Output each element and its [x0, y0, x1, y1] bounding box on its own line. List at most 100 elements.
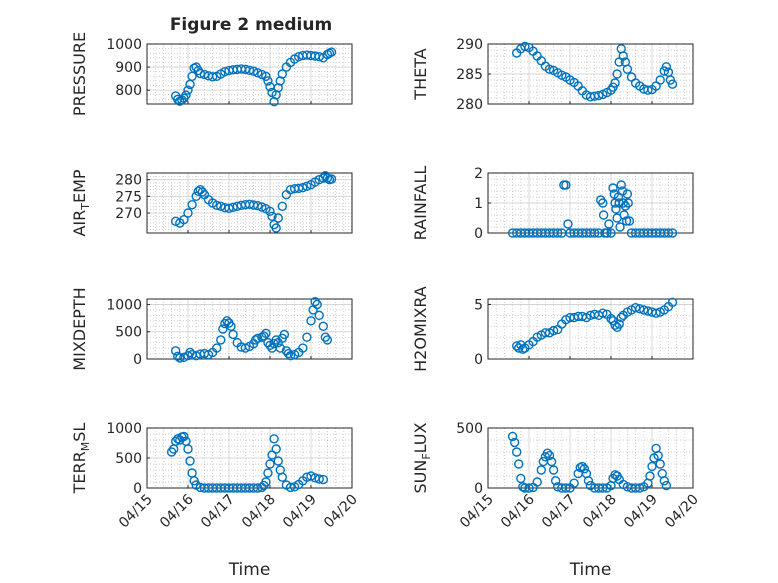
data-point	[598, 308, 608, 318]
data-point	[240, 343, 251, 353]
data-point	[298, 343, 308, 353]
data-point	[271, 223, 281, 233]
data-point	[170, 436, 181, 446]
y-tick-label: 0	[474, 352, 483, 368]
data-point	[622, 64, 633, 74]
series-markers	[170, 170, 337, 233]
figure-title: Figure 2 medium	[170, 15, 332, 35]
data-point	[250, 335, 261, 345]
data-point	[639, 305, 649, 315]
data-point	[509, 437, 520, 448]
data-point	[261, 477, 271, 487]
data-point	[667, 79, 678, 89]
y-tick-label: 0	[474, 481, 483, 497]
data-point	[546, 456, 557, 467]
data-point	[606, 228, 616, 238]
y-tick-label: 1000	[106, 37, 142, 53]
data-point	[253, 483, 263, 493]
x-tick-label: 04/20	[321, 492, 361, 532]
data-point	[183, 85, 193, 95]
data-point	[253, 200, 263, 211]
data-point	[598, 198, 608, 208]
data-point	[615, 222, 625, 232]
y-axis-label: MIXDEPTH	[70, 287, 89, 370]
series-markers	[507, 180, 678, 238]
y-tick-label: 5	[474, 297, 483, 313]
data-point	[273, 456, 283, 466]
x-tick-label: 04/15	[457, 492, 497, 532]
y-axis-label: SUNFLUX	[411, 422, 433, 493]
data-point	[306, 316, 316, 326]
data-point	[326, 47, 337, 57]
x-tick-label: 04/18	[580, 492, 620, 532]
y-axis-label: RAINFALL	[411, 166, 430, 241]
y-tick-label: 800	[115, 83, 142, 99]
data-point	[277, 472, 287, 482]
series-markers	[507, 431, 672, 493]
data-point	[195, 68, 206, 79]
data-point	[624, 216, 635, 226]
data-point	[544, 64, 555, 74]
y-tick-label: 280	[115, 173, 142, 189]
data-point	[548, 325, 559, 336]
x-tick-label: 04/15	[116, 492, 156, 532]
series-markers	[170, 47, 337, 107]
data-point	[283, 348, 294, 359]
data-point	[318, 474, 328, 485]
y-tick-label: 900	[115, 60, 142, 76]
y-tick-label: 275	[115, 189, 142, 205]
data-point	[550, 476, 561, 486]
data-point	[261, 328, 271, 339]
y-tick-label: 500	[115, 451, 142, 467]
data-point	[275, 343, 285, 353]
data-point	[589, 228, 600, 238]
y-tick-label: 500	[456, 421, 483, 437]
data-point	[617, 186, 628, 196]
data-point	[179, 214, 189, 225]
data-point	[259, 331, 269, 341]
data-point	[318, 321, 328, 331]
data-point	[606, 313, 616, 324]
data-point	[263, 76, 273, 86]
x-tick-label: 04/20	[662, 492, 702, 532]
data-point	[614, 319, 624, 329]
data-point	[261, 71, 271, 82]
data-point	[655, 75, 665, 85]
data-point	[265, 340, 275, 351]
panel-rainfall: 0 1 2 RAINFALL	[411, 166, 694, 242]
data-point	[602, 228, 612, 238]
panel-pressure: 800 900 1000 PRESSURE	[70, 32, 353, 116]
data-point	[314, 51, 324, 62]
data-point	[273, 213, 283, 223]
data-point	[179, 352, 189, 363]
panel-h2omixra: 0 5 H2OMIXRA	[411, 286, 694, 372]
data-point	[507, 431, 518, 442]
data-point	[577, 461, 587, 472]
data-point	[285, 482, 296, 493]
data-point	[216, 335, 226, 345]
panel-theta: 280 285 290 THETA	[411, 37, 694, 113]
data-point	[285, 351, 296, 361]
x-tick-label: 04/18	[239, 492, 279, 532]
data-point	[520, 41, 530, 52]
data-point	[598, 483, 608, 493]
data-point	[643, 306, 653, 316]
data-point	[524, 483, 534, 493]
axes-frame	[146, 172, 353, 234]
y-axis-label: TERRMSL	[70, 423, 92, 495]
y-axis-label: PRESSURE	[70, 32, 89, 116]
data-point	[269, 434, 279, 444]
data-point	[619, 210, 629, 220]
x-tick-label: 04/16	[157, 491, 197, 531]
x-tick-label: 04/17	[539, 492, 579, 532]
data-point	[616, 312, 626, 323]
data-point	[322, 335, 333, 345]
data-point	[647, 461, 657, 472]
data-point	[302, 181, 312, 192]
data-point	[655, 459, 665, 469]
data-point	[218, 324, 228, 334]
data-point	[569, 478, 579, 488]
data-point	[604, 219, 614, 229]
data-point	[598, 210, 609, 220]
